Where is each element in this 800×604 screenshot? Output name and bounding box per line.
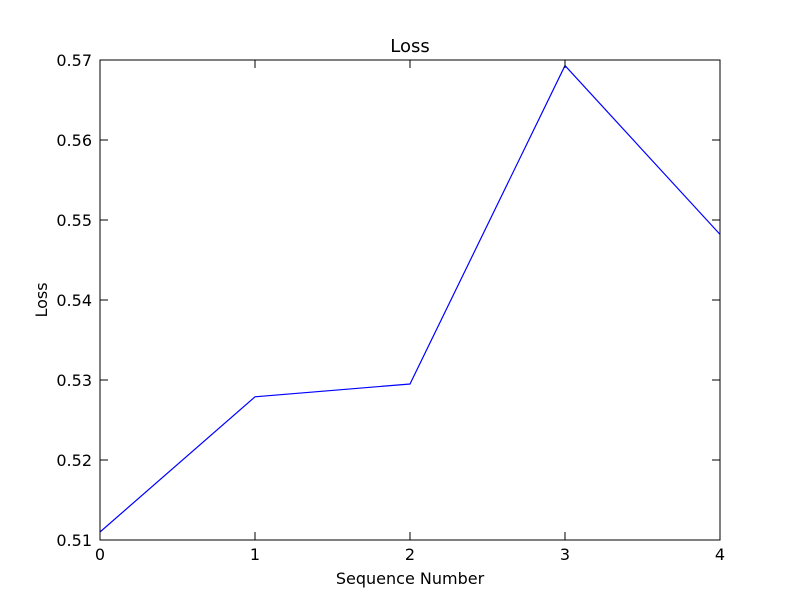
x-tick-label: 3 [560, 545, 570, 564]
y-tick-label: 0.52 [56, 451, 92, 470]
y-tick-label: 0.54 [56, 291, 92, 310]
y-tick-label: 0.53 [56, 371, 92, 390]
x-tick-label: 1 [250, 545, 260, 564]
y-tick-label: 0.56 [56, 131, 92, 150]
y-tick-label: 0.57 [56, 51, 92, 70]
chart-title: Loss [390, 36, 429, 57]
y-tick-label: 0.51 [56, 531, 92, 550]
x-tick-label: 2 [405, 545, 415, 564]
x-tick-label: 0 [95, 545, 105, 564]
x-tick-label: 4 [715, 545, 725, 564]
y-axis-label: Loss [32, 282, 51, 317]
y-tick-label: 0.55 [56, 211, 92, 230]
x-axis-label: Sequence Number [336, 569, 485, 588]
